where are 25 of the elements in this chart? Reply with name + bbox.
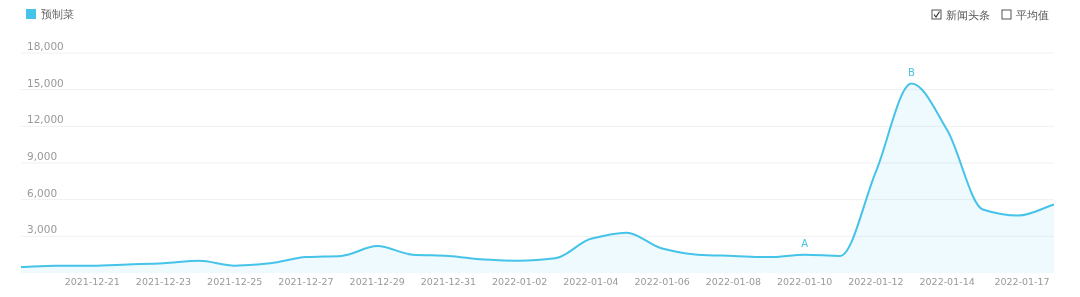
x-tick-label: 2022-01-08 — [705, 276, 762, 287]
x-tick-label: 2022-01-02 — [492, 276, 548, 287]
y-tick-label: 12,000 — [27, 113, 64, 126]
x-tick-label: 2022-01-12 — [848, 276, 904, 287]
x-tick-label: 2021-12-21 — [64, 276, 120, 287]
y-tick-label: 9,000 — [27, 150, 58, 162]
x-tick-label: 2021-12-27 — [278, 276, 334, 287]
x-tick-label: 2021-12-29 — [349, 276, 405, 287]
x-tick-label: 2021-12-25 — [207, 276, 263, 287]
text: 新闻头条 — [946, 8, 990, 21]
x-tick-label: 2021-12-31 — [420, 276, 477, 287]
y-tick-label: 15,000 — [27, 76, 64, 89]
annotation: A — [801, 237, 809, 249]
x-tick-label: 2022-01-04 — [563, 276, 619, 287]
annotation: B — [908, 66, 916, 78]
x-tick-label: 2022-01-10 — [777, 276, 833, 287]
x-tick-label: 2022-01-14 — [919, 276, 975, 287]
y-tick-label: 18,000 — [27, 40, 64, 52]
y-tick-label: 3,000 — [27, 223, 58, 236]
x-tick-label: 2022-01-17 — [994, 276, 1050, 287]
x-tick-label: 2022-01-06 — [634, 276, 690, 287]
legend-label: 预制菜 — [41, 8, 74, 21]
x-tick-label: 2021-12-23 — [135, 276, 192, 287]
text: 平均值 — [1016, 8, 1049, 21]
y-tick-label: 6,000 — [27, 186, 58, 199]
